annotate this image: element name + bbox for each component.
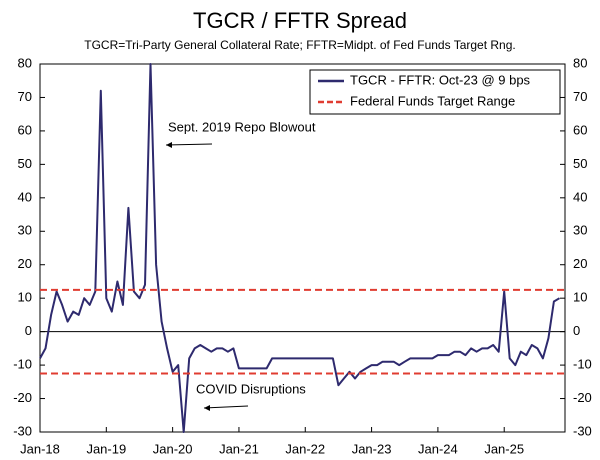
- x-tick-label: Jan-21: [219, 441, 259, 456]
- y-tick-label: -20: [13, 390, 32, 405]
- chart-title: TGCR / FFTR Spread: [193, 8, 407, 33]
- x-tick-label: Jan-22: [285, 441, 325, 456]
- legend-label: Federal Funds Target Range: [350, 93, 515, 108]
- y2-tick-label: 10: [573, 290, 587, 305]
- y2-tick-label: 50: [573, 156, 587, 171]
- y-tick-label: -10: [13, 357, 32, 372]
- annotation: COVID Disruptions: [196, 381, 306, 396]
- data-line: [39, 63, 561, 433]
- legend-box: [309, 69, 561, 115]
- legend-label: TGCR - FFTR: Oct-23 @ 9 bps: [350, 72, 531, 87]
- y2-tick-label: 40: [573, 189, 587, 204]
- y-tick-label: 70: [18, 89, 32, 104]
- y-tick-label: -30: [13, 423, 32, 438]
- plot-frame: [39, 63, 566, 433]
- annotation-arrowhead: [166, 142, 172, 148]
- annotation: Sept. 2019 Repo Blowout: [168, 119, 316, 134]
- x-tick-label: Jan-24: [418, 441, 458, 456]
- y-tick-label: 0: [25, 323, 32, 338]
- y-tick-label: 80: [18, 55, 32, 70]
- y2-tick-label: -30: [573, 423, 592, 438]
- y2-tick-label: 30: [573, 223, 587, 238]
- y-tick-label: 30: [18, 223, 32, 238]
- y2-tick-label: 60: [573, 122, 587, 137]
- chart-subtitle: TGCR=Tri-Party General Collateral Rate; …: [84, 38, 515, 52]
- x-tick-label: Jan-18: [20, 441, 60, 456]
- x-tick-label: Jan-23: [352, 441, 392, 456]
- annotation-arrow: [203, 405, 249, 409]
- x-tick-label: Jan-19: [86, 441, 126, 456]
- y-tick-label: 60: [18, 122, 32, 137]
- annotation-arrow: [165, 143, 213, 146]
- y2-tick-label: 80: [573, 55, 587, 70]
- y-tick-label: 20: [18, 256, 32, 271]
- x-tick-label: Jan-25: [484, 441, 524, 456]
- x-tick-label: Jan-20: [153, 441, 193, 456]
- y2-tick-label: 20: [573, 256, 587, 271]
- y-tick-label: 10: [18, 290, 32, 305]
- y2-tick-label: 70: [573, 89, 587, 104]
- y-tick-label: 50: [18, 156, 32, 171]
- y2-tick-label: -20: [573, 390, 592, 405]
- y2-tick-label: -10: [573, 357, 592, 372]
- y-tick-label: 40: [18, 189, 32, 204]
- y2-tick-label: 0: [573, 323, 580, 338]
- annotation-arrowhead: [204, 405, 210, 411]
